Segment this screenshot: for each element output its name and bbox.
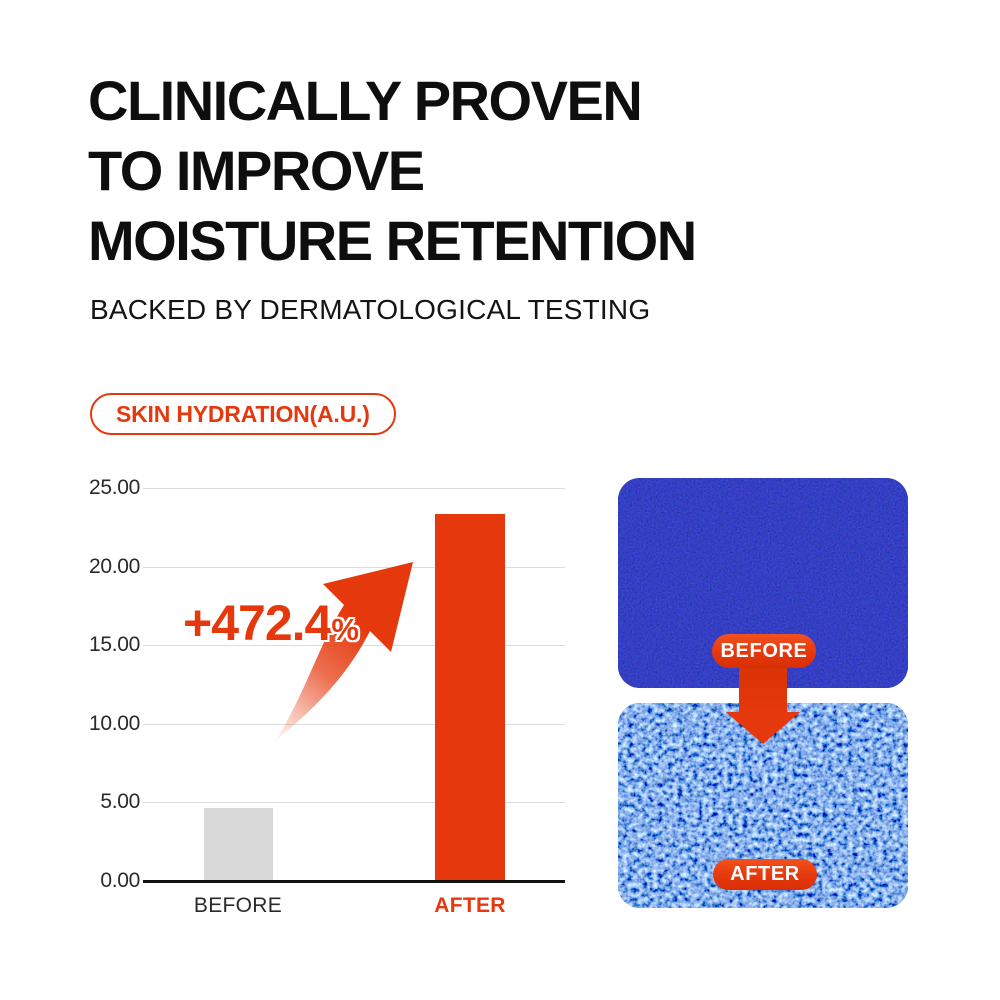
bar-before (204, 807, 273, 880)
gridline (143, 802, 565, 804)
x-axis-line (143, 880, 565, 883)
growth-annotation: +472.4% (183, 594, 359, 652)
y-axis-tick-label: 20.00 (88, 554, 140, 578)
down-arrow-icon (726, 712, 800, 744)
metric-pill: SKIN HYDRATION(A.U.) (90, 393, 396, 435)
before-after-connector (739, 664, 787, 714)
gridline (143, 488, 565, 489)
title-line-1: CLINICALLY PROVEN (88, 69, 643, 132)
y-axis-tick-label: 10.00 (88, 711, 140, 735)
percent-sign: % (331, 612, 359, 647)
before-badge-label: BEFORE (720, 639, 808, 662)
page-title: CLINICALLY PROVEN TO IMPROVE MOISTURE RE… (88, 66, 697, 276)
y-axis-tick-label: 5.00 (100, 790, 140, 814)
growth-value: +472.4 (183, 595, 332, 651)
hydration-bar-chart: 25.00 20.00 15.00 10.00 5.00 0.00 +472.4% BEF… (88, 470, 573, 940)
y-axis-tick-label: 25.00 (88, 476, 140, 499)
title-line-3: MOISTURE RETENTION (88, 209, 697, 272)
after-badge: AFTER (713, 859, 817, 890)
title-line-2: TO IMPROVE (88, 139, 425, 202)
bar-after (435, 513, 505, 880)
subtitle: BACKED BY DERMATOLOGICAL TESTING (90, 294, 651, 325)
x-axis-label-before: BEFORE (193, 894, 283, 917)
y-axis-tick-label: 15.00 (88, 633, 140, 657)
x-axis-label-after: AFTER (434, 894, 506, 917)
metric-pill-label: SKIN HYDRATION(A.U.) (116, 400, 370, 427)
after-badge-label: AFTER (730, 863, 800, 885)
y-axis-tick-label: 0.00 (100, 869, 140, 892)
before-badge: BEFORE (712, 634, 816, 668)
